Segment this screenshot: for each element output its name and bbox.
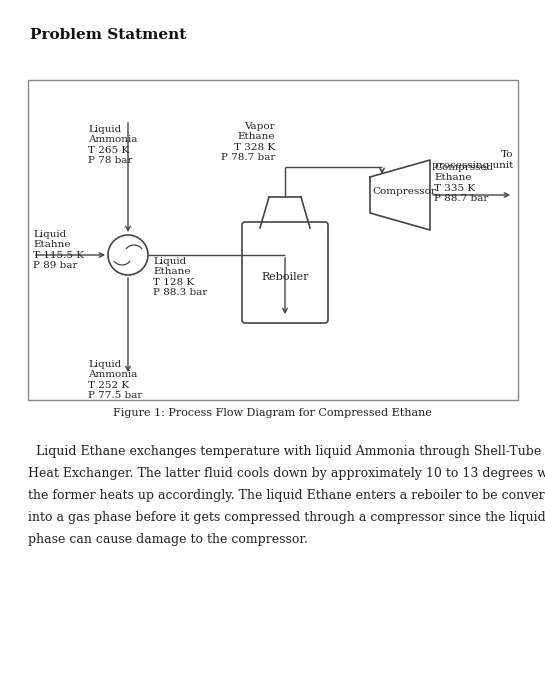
Text: Reboiler: Reboiler (261, 272, 309, 282)
Text: Figure 1: Process Flow Diagram for Compressed Ethane: Figure 1: Process Flow Diagram for Compr… (113, 408, 432, 418)
Text: Problem Statment: Problem Statment (30, 28, 186, 42)
Text: To
processing unit: To processing unit (432, 150, 513, 169)
Text: Liquid Ethane exchanges temperature with liquid Ammonia through Shell-Tube: Liquid Ethane exchanges temperature with… (28, 445, 541, 458)
FancyBboxPatch shape (242, 222, 328, 323)
Text: the former heats up accordingly. The liquid Ethane enters a reboiler to be conve: the former heats up accordingly. The liq… (28, 489, 545, 502)
Text: Heat Exchanger. The latter fluid cools down by approximately 10 to 13 degrees wh: Heat Exchanger. The latter fluid cools d… (28, 467, 545, 480)
Text: Comprssed
Ethane
T 335 K
P 88.7 bar: Comprssed Ethane T 335 K P 88.7 bar (434, 163, 493, 203)
Text: phase can cause damage to the compressor.: phase can cause damage to the compressor… (28, 533, 308, 546)
Text: Liquid
Ammonia
T 252 K
P 77.5 bar: Liquid Ammonia T 252 K P 77.5 bar (88, 360, 142, 400)
Bar (28, 80, 518, 400)
Text: Compressor: Compressor (372, 186, 436, 195)
Text: Liquid
Ammonia
T 265 K
P 78 bar: Liquid Ammonia T 265 K P 78 bar (88, 125, 137, 165)
Text: Liquid
Etahne
T 115.5 K
P 89 bar: Liquid Etahne T 115.5 K P 89 bar (33, 230, 84, 270)
Text: Liquid
Ethane
T 128 K
P 88.3 bar: Liquid Ethane T 128 K P 88.3 bar (153, 257, 208, 298)
Text: into a gas phase before it gets compressed through a compressor since the liquid: into a gas phase before it gets compress… (28, 511, 545, 524)
Polygon shape (370, 160, 430, 230)
Text: Vapor
Ethane
T 328 K
P 78.7 bar: Vapor Ethane T 328 K P 78.7 bar (221, 122, 275, 162)
